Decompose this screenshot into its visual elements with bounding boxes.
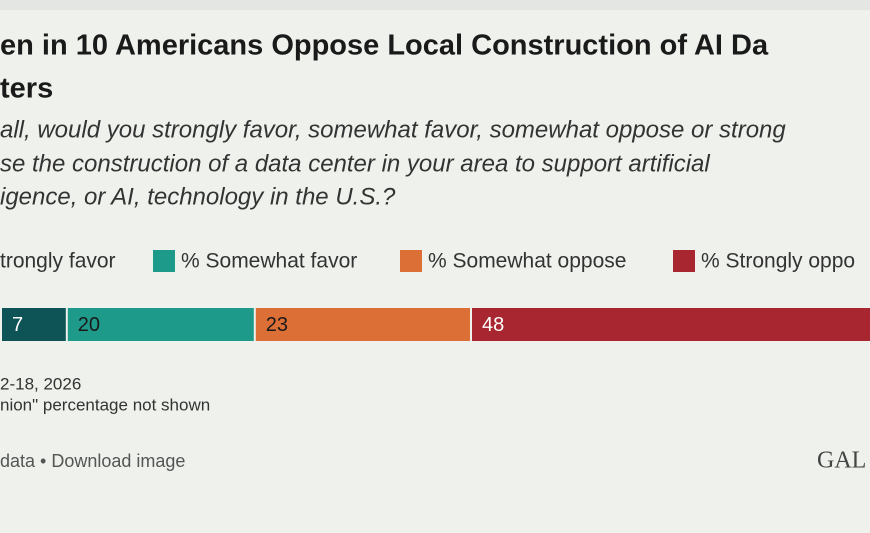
bar-segment <box>2 308 66 341</box>
legend-label: % Strongly oppo <box>701 250 855 273</box>
data-label: 20 <box>78 314 100 336</box>
legend-label: % Somewhat favor <box>181 250 357 273</box>
note: 2-18, 2026 <box>0 374 81 393</box>
legend-label: % Somewhat oppose <box>428 250 626 273</box>
subtitle: igence, or AI, technology in the U.S.? <box>0 183 396 210</box>
subtitle: all, would you strongly favor, somewhat … <box>0 116 786 143</box>
subtitle: se the construction of a data center in … <box>0 150 710 177</box>
legend-swatch <box>153 250 175 272</box>
links[interactable]: data • Download image <box>0 451 185 471</box>
data-label: 48 <box>482 314 504 336</box>
chart-title: ters <box>0 73 53 105</box>
chart-title: en in 10 Americans Oppose Local Construc… <box>0 30 769 62</box>
bar-segment <box>67 308 254 341</box>
legend-swatch <box>673 250 695 272</box>
data-label: 7 <box>12 314 23 336</box>
note: nion" percentage not shown <box>0 395 210 414</box>
legend-label: trongly favor <box>0 250 116 273</box>
data-label: 23 <box>266 314 288 336</box>
logo: GAL <box>817 448 866 474</box>
legend-swatch <box>400 250 422 272</box>
bar-segment <box>472 308 870 341</box>
top-strip <box>0 0 870 10</box>
bar-segment <box>255 308 470 341</box>
